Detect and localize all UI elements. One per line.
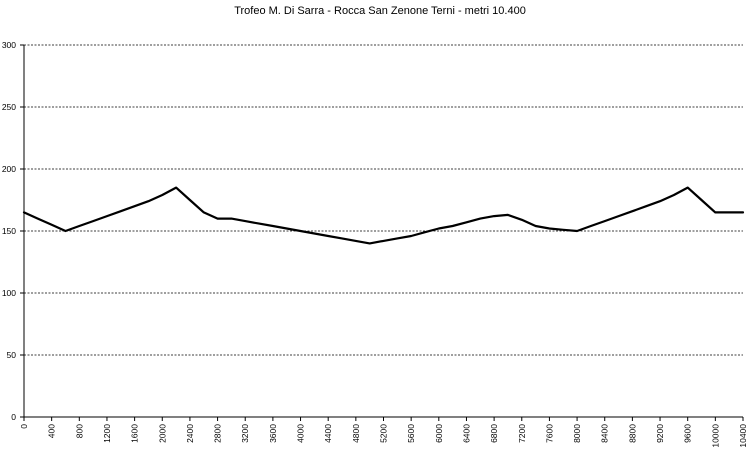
axes bbox=[20, 44, 744, 421]
series-layer bbox=[22, 186, 745, 245]
x-tick-label: 6000 bbox=[434, 424, 444, 443]
x-tick-label: 4800 bbox=[351, 424, 361, 443]
x-tick-label: 8400 bbox=[600, 424, 610, 443]
x-tick-label: 1600 bbox=[130, 424, 140, 443]
x-tick-label: 2400 bbox=[185, 424, 195, 443]
x-tick-label: 800 bbox=[74, 424, 84, 438]
x-tick-label: 0 bbox=[19, 424, 29, 429]
y-tick-label: 200 bbox=[2, 164, 16, 174]
x-tick-label: 6800 bbox=[489, 424, 499, 443]
gridlines bbox=[24, 44, 743, 356]
y-tick-label: 250 bbox=[2, 102, 16, 112]
y-tick-label: 50 bbox=[7, 350, 17, 360]
x-tick-label: 10000 bbox=[710, 424, 720, 448]
y-tick-label: 150 bbox=[2, 226, 16, 236]
x-tick-label: 8800 bbox=[627, 424, 637, 443]
x-tick-label: 2800 bbox=[213, 424, 223, 443]
x-tick-label: 3200 bbox=[240, 424, 250, 443]
x-tick-label: 1200 bbox=[102, 424, 112, 443]
x-tick-label: 9600 bbox=[683, 424, 693, 443]
x-tick-label: 3600 bbox=[268, 424, 278, 443]
y-tick-labels: 0 50 100 150 200 250 300 bbox=[2, 40, 16, 422]
x-tick-label: 7600 bbox=[544, 424, 554, 443]
x-tick-label: 5600 bbox=[406, 424, 416, 443]
y-tick-label: 0 bbox=[11, 412, 16, 422]
chart-title: Trofeo M. Di Sarra - Rocca San Zenone Te… bbox=[234, 5, 526, 17]
x-tick-label: 8000 bbox=[572, 424, 582, 443]
x-tick-label: 10400 bbox=[738, 424, 748, 448]
y-tick-label: 300 bbox=[2, 40, 16, 50]
x-tick-label: 2000 bbox=[157, 424, 167, 443]
x-tick-label: 7200 bbox=[517, 424, 527, 443]
x-tick-label: 6400 bbox=[461, 424, 471, 443]
elevation-series-line bbox=[22, 186, 745, 245]
x-tick-label: 4400 bbox=[323, 424, 333, 443]
y-tick-label: 100 bbox=[2, 288, 16, 298]
x-tick-label: 9200 bbox=[655, 424, 665, 443]
x-tick-label: 4000 bbox=[296, 424, 306, 443]
x-tick-label: 5200 bbox=[379, 424, 389, 443]
x-tick-labels: 0 400 800 1200 1600 2000 2400 2800 3200 3600 4000 4… bbox=[19, 424, 748, 448]
x-tick-label: 400 bbox=[47, 424, 57, 438]
